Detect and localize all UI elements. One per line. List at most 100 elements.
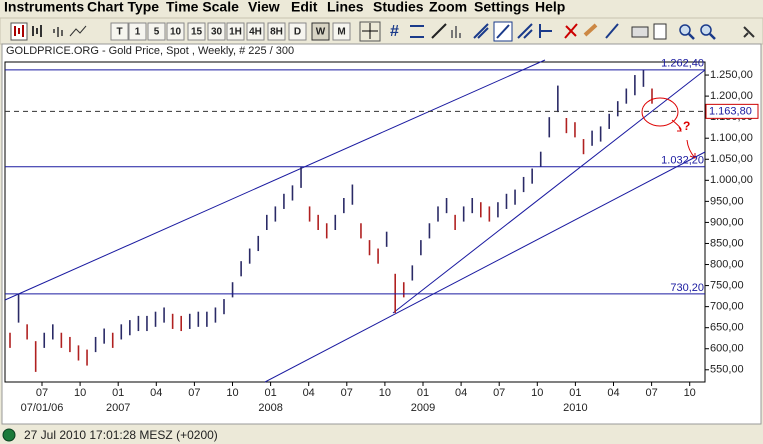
- annotation: ?: [683, 119, 690, 133]
- x-period-label: 2009: [411, 402, 435, 414]
- zoom-in-icon[interactable]: [679, 24, 691, 36]
- icon-glyph: [32, 25, 42, 37]
- icon-glyph: [517, 23, 533, 39]
- icon-glyph: [709, 33, 716, 40]
- x-tick-label: 10: [226, 387, 238, 399]
- menu-item[interactable]: Time Scale: [166, 0, 239, 15]
- menu-item[interactable]: Chart Type: [87, 0, 159, 15]
- icon-frame: [359, 21, 381, 42]
- timeframe-button[interactable]: [110, 22, 129, 41]
- level-label: 730,20: [670, 282, 704, 294]
- timeframe-label: 1: [135, 27, 141, 38]
- pin-icon[interactable]: [743, 26, 755, 38]
- y-tick-label: 650,00: [710, 322, 744, 334]
- timeframe-label: T: [116, 27, 122, 38]
- x-period-label: 2008: [258, 402, 282, 414]
- y-tick-label: 700,00: [710, 301, 744, 313]
- print-icon[interactable]: [631, 26, 649, 38]
- x-tick-label: 07: [341, 387, 353, 399]
- timeframe-button[interactable]: [187, 22, 206, 41]
- timeframe-label: D: [294, 27, 301, 38]
- status-bar: [0, 426, 763, 444]
- menu-item[interactable]: Lines: [327, 0, 364, 15]
- highlight-circle: [641, 97, 679, 127]
- timeframe-label: 30: [211, 27, 223, 38]
- timeframe-button[interactable]: [147, 22, 166, 41]
- icon-glyph: [496, 24, 510, 39]
- icon-glyph: [53, 27, 63, 37]
- x-tick-label: 01: [112, 387, 124, 399]
- level-label-box: [705, 103, 759, 119]
- y-tick-label: 800,00: [710, 258, 744, 270]
- timeframe-button[interactable]: [311, 22, 330, 41]
- arrow: [671, 119, 682, 132]
- menu-item[interactable]: Help: [535, 0, 565, 15]
- preview-icon[interactable]: [653, 23, 667, 40]
- y-tick-label: 900,00: [710, 216, 744, 228]
- menu-item[interactable]: Settings: [474, 0, 529, 15]
- trendline: [264, 151, 706, 383]
- timeframe-button[interactable]: [288, 22, 307, 41]
- timeframe-button[interactable]: [226, 22, 245, 41]
- x-period-label: 2007: [106, 402, 130, 414]
- timeframe-label: 4H: [249, 27, 262, 38]
- menu-item[interactable]: Studies: [373, 0, 424, 15]
- timeframe-label: M: [337, 27, 345, 38]
- timeframe-button[interactable]: [166, 22, 185, 41]
- y-tick-label: 750,00: [710, 279, 744, 291]
- icon-glyph: [410, 25, 424, 38]
- x-tick-label: 04: [150, 387, 162, 399]
- connection-indicator: [2, 428, 16, 442]
- chart-title: GOLDPRICE.ORG - Gold Price, Spot , Weekl…: [6, 45, 294, 57]
- trendlines: [4, 59, 706, 383]
- x-tick-label: 10: [379, 387, 391, 399]
- icon-glyph: [688, 33, 695, 40]
- trendline: [4, 59, 546, 301]
- icon-glyph: [473, 23, 489, 39]
- x-tick-label: 07: [493, 387, 505, 399]
- icon-glyph: [69, 25, 87, 37]
- x-tick-label: 07: [188, 387, 200, 399]
- grid-icon[interactable]: #: [390, 23, 399, 40]
- x-tick-label: 07: [36, 387, 48, 399]
- x-tick-label: 04: [607, 387, 619, 399]
- y-tick-label: 1.050,00: [710, 153, 753, 165]
- timeframe-label: 8H: [270, 27, 283, 38]
- icon-glyph: [583, 23, 598, 37]
- x-tick-label: 04: [303, 387, 315, 399]
- x-tick-label: 01: [417, 387, 429, 399]
- y-tick-label: 950,00: [710, 195, 744, 207]
- y-tick-label: 550,00: [710, 364, 744, 376]
- timeframe-button[interactable]: [246, 22, 265, 41]
- x-tick-label: 10: [74, 387, 86, 399]
- trendline: [392, 69, 706, 314]
- toolbar-icons[interactable]: #: [10, 21, 755, 42]
- timeframe-label: 5: [154, 27, 160, 38]
- x-tick-label: 07: [645, 387, 657, 399]
- icon-glyph: [539, 24, 552, 38]
- y-tick-label: 1.100,00: [710, 132, 753, 144]
- arrow: [686, 139, 696, 159]
- y-tick-label: 1.000,00: [710, 174, 753, 186]
- level-label: 1.262,40: [661, 58, 704, 70]
- menu-item[interactable]: Zoom: [429, 0, 467, 15]
- y-tick-label: 600,00: [710, 343, 744, 355]
- y-tick-label: 850,00: [710, 237, 744, 249]
- timeframe-label: 1H: [229, 27, 242, 38]
- crosshair-icon[interactable]: [362, 23, 378, 39]
- timeframe-label: 15: [191, 27, 203, 38]
- timeframe-button[interactable]: [267, 22, 286, 41]
- zoom-out-icon[interactable]: [700, 24, 712, 36]
- menu-item[interactable]: Instruments: [4, 0, 84, 15]
- icon-glyph: [564, 23, 578, 39]
- timeframe-button[interactable]: [207, 22, 226, 41]
- menu-item[interactable]: View: [248, 0, 280, 15]
- x-period-label: 07/01/06: [21, 402, 64, 414]
- timeframe-button[interactable]: [128, 22, 147, 41]
- level-label: 1.032,20: [661, 155, 704, 167]
- menu-item[interactable]: Edit: [291, 0, 318, 15]
- timeframe-button[interactable]: [332, 22, 351, 41]
- x-period-label: 2010: [563, 402, 587, 414]
- x-tick-label: 01: [264, 387, 276, 399]
